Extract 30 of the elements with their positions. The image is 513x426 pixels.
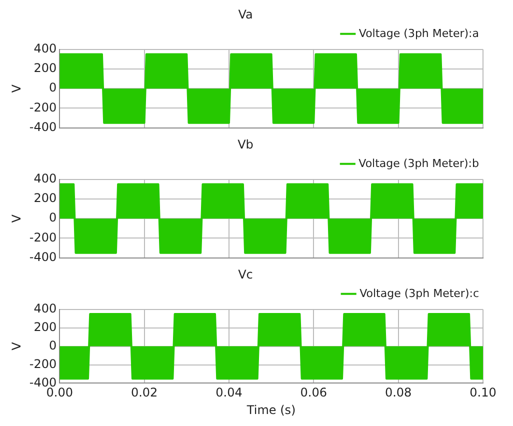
y-tick-label: 400 xyxy=(34,302,57,316)
x-tick-label: 0.10 xyxy=(470,386,496,400)
x-axis-title: Time (s) xyxy=(246,402,296,417)
y-tick-label: 400 xyxy=(34,172,57,186)
y-tick-label: -200 xyxy=(29,100,57,114)
x-tick-label: 0.04 xyxy=(216,386,242,400)
chart-title: Vc xyxy=(238,267,253,282)
legend-label: Voltage (3ph Meter):b xyxy=(358,156,480,170)
x-tick-label: 0.00 xyxy=(46,386,73,400)
y-tick-label: 0 xyxy=(48,210,57,225)
y-tick-label: 200 xyxy=(34,61,57,76)
x-tick-label: 0.06 xyxy=(300,386,328,400)
chart-title: Va xyxy=(238,7,253,22)
y-tick-label: 200 xyxy=(34,191,57,206)
y-tick-label: 0 xyxy=(48,338,57,352)
legend-label: Voltage (3ph Meter):c xyxy=(360,286,479,300)
y-axis-title: V xyxy=(9,341,24,350)
y-tick-label: -400 xyxy=(29,250,57,264)
y-axis-title: V xyxy=(9,214,24,223)
y-tick-label: 0 xyxy=(48,80,57,95)
y-axis-title: V xyxy=(9,84,24,93)
y-tick-label: 400 xyxy=(34,42,57,56)
legend-label: Voltage (3ph Meter):a xyxy=(358,26,480,40)
x-tick-label: 0.02 xyxy=(130,386,158,400)
y-tick-label: 200 xyxy=(34,320,57,334)
y-tick-label: -200 xyxy=(29,356,57,371)
y-tick-label: -400 xyxy=(29,120,57,134)
y-tick-label: -200 xyxy=(29,230,57,244)
x-tick-label: 0.08 xyxy=(384,386,412,400)
chart-title: Vb xyxy=(238,137,254,152)
